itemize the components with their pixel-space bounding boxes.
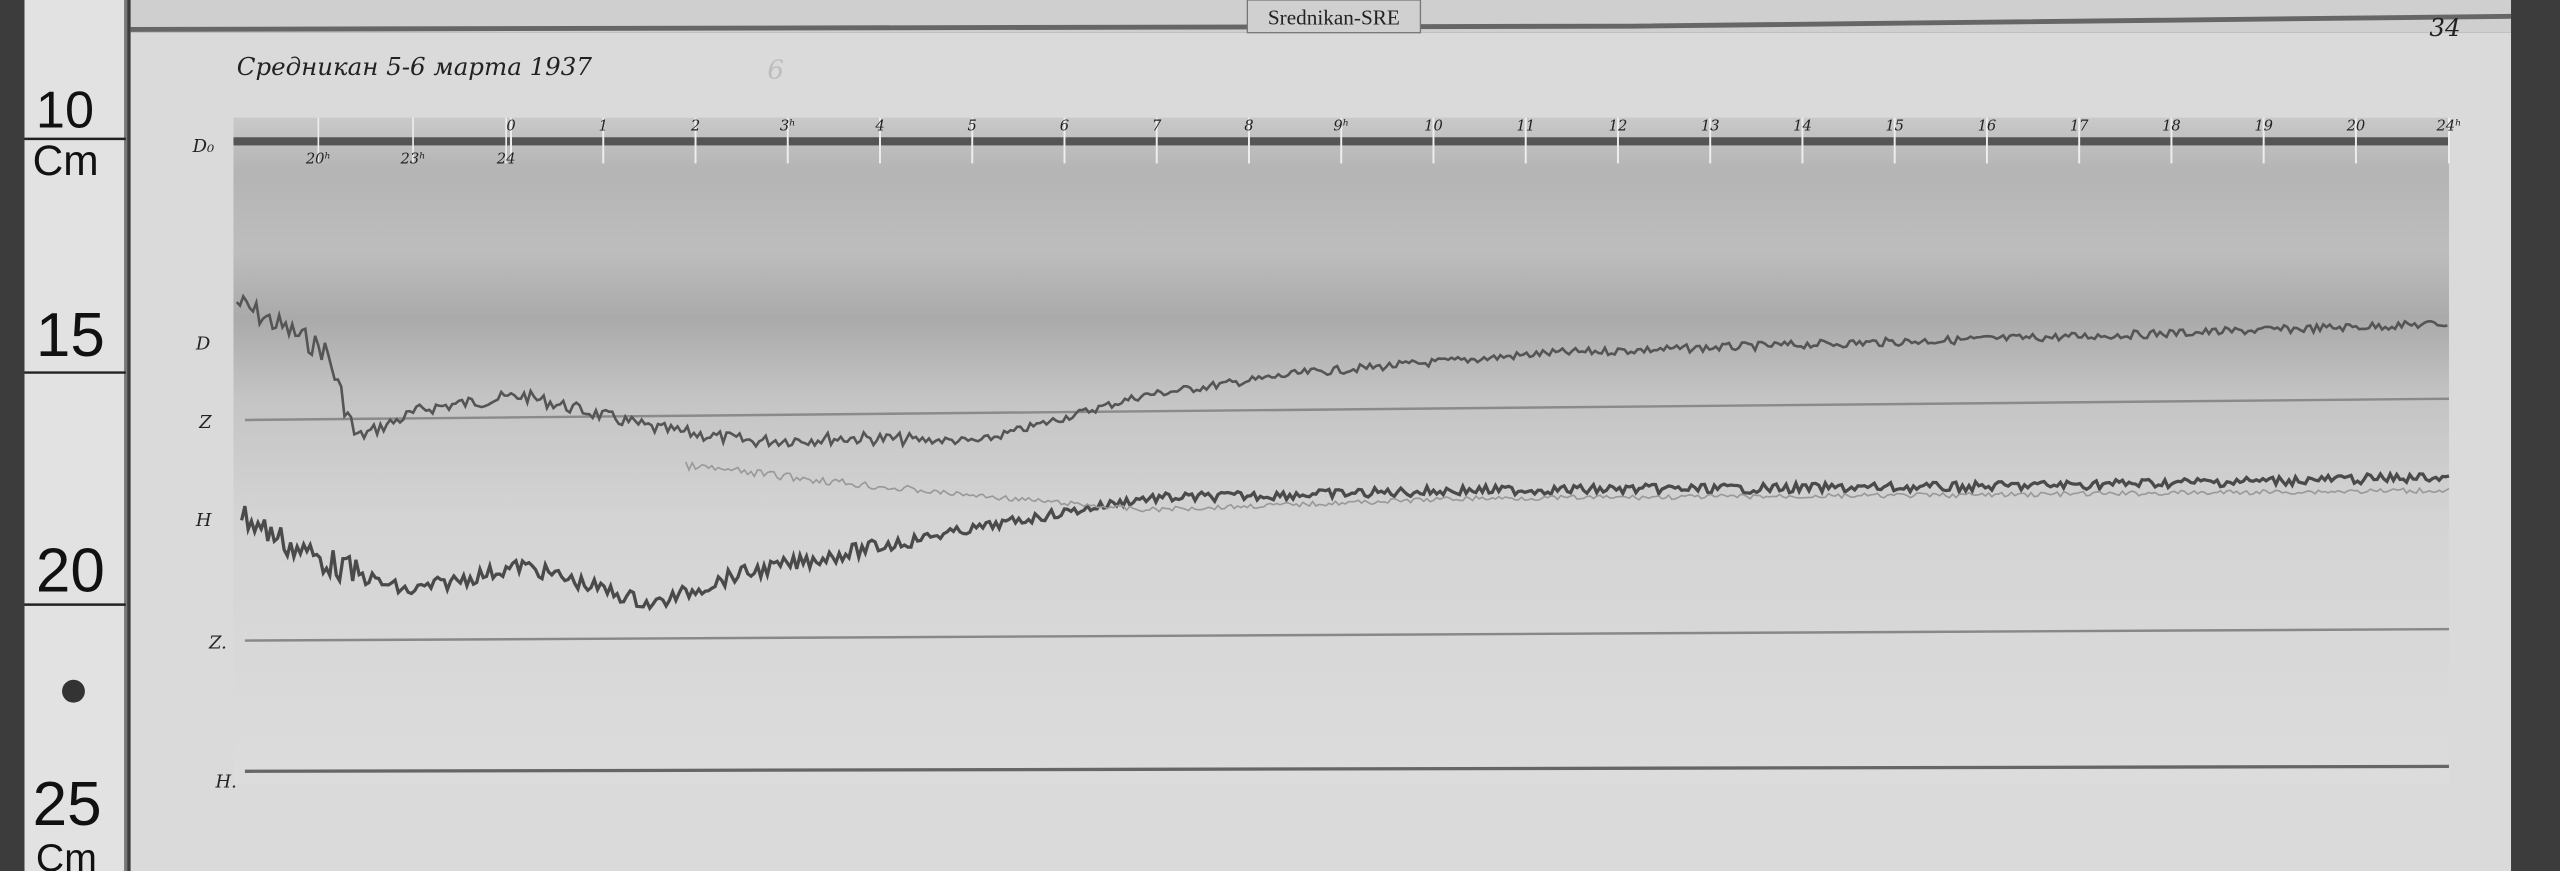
hour-label: 13 — [1701, 118, 1720, 135]
ruler-unit-top: Cm — [33, 137, 99, 184]
hour-label: 3ʰ — [780, 118, 796, 135]
h-trace — [240, 470, 2450, 612]
hour-label: 5 — [968, 118, 977, 135]
label-z0: Z. — [208, 633, 227, 654]
d-trace — [235, 293, 2448, 449]
hour-label: 16 — [1978, 118, 1997, 135]
hour-label: 20 — [2346, 118, 2366, 135]
label-d0: D₀ — [192, 136, 215, 157]
label-z: Z — [198, 412, 212, 433]
ruler-number-20: 20 — [36, 537, 105, 606]
station-label-box — [1246, 0, 1422, 34]
label-h: H — [195, 510, 212, 531]
hour-label: 2 — [690, 118, 700, 135]
ruler-number-10: 10 — [36, 81, 94, 139]
hour-label: 24ʰ — [2435, 118, 2461, 135]
circled-mark: 6 — [767, 55, 784, 85]
hour-label: 20ʰ — [305, 150, 331, 167]
hour-label: 9ʰ — [1333, 118, 1349, 135]
hour-label: 7 — [1152, 118, 1162, 135]
z0-line — [244, 627, 2449, 642]
label-d: D — [195, 334, 210, 355]
hour-label: 18 — [2162, 118, 2181, 135]
ruler-number-25: 25 — [33, 770, 102, 839]
station-label: Srednikan-SRE — [1268, 6, 1400, 30]
hour-label: 17 — [2070, 118, 2089, 135]
hour-label: 0 — [506, 118, 515, 135]
hour-label: 11 — [1516, 118, 1535, 135]
ruler — [24, 0, 126, 871]
hour-label: 10 — [1424, 118, 1443, 135]
z-baseline — [244, 397, 2449, 422]
h0-line — [244, 764, 2449, 773]
sheet-title: Средникан 5-6 марта 1937 — [237, 52, 593, 81]
label-h0: H. — [215, 772, 237, 793]
sheet-number: 34 — [2429, 13, 2460, 42]
ruler-unit-bottom: Cm — [36, 837, 97, 871]
hour-label: 4 — [874, 118, 884, 135]
hour-label: 12 — [1609, 118, 1628, 135]
hour-label: 24 — [496, 150, 516, 167]
ruler-number-15: 15 — [36, 301, 105, 370]
hour-label: 1 — [599, 118, 608, 135]
ruler-hole — [62, 679, 85, 703]
h-trace-secondary — [684, 460, 2450, 513]
hour-label: 23ʰ — [400, 150, 426, 167]
hour-label: 14 — [1793, 118, 1812, 135]
record-area — [233, 117, 2449, 785]
hour-label: 19 — [2254, 118, 2273, 135]
hour-label: 8 — [1244, 118, 1253, 135]
hour-label: 15 — [1885, 118, 1904, 135]
hour-label: 6 — [1060, 118, 1069, 135]
